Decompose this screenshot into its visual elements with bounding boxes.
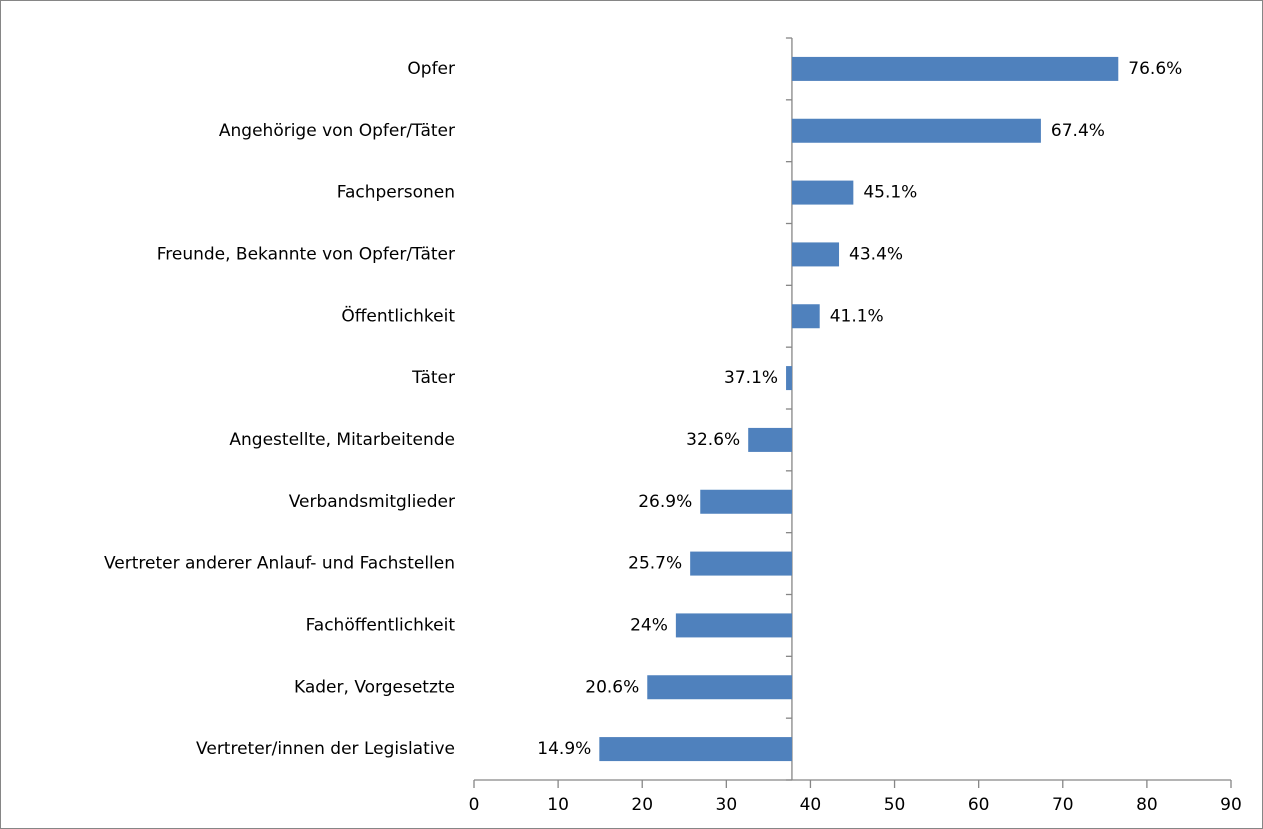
y-tick-label: Angestellte, Mitarbeitende bbox=[229, 430, 455, 450]
bar bbox=[599, 737, 792, 762]
bar bbox=[700, 489, 792, 514]
y-tick-label: Kader, Vorgesetzte bbox=[294, 677, 455, 697]
data-label: 26.9% bbox=[638, 492, 692, 512]
data-label: 43.4% bbox=[849, 244, 903, 264]
data-label: 20.6% bbox=[585, 677, 639, 697]
bar bbox=[647, 675, 792, 700]
x-tick-label: 80 bbox=[1136, 795, 1158, 815]
x-tick-label: 60 bbox=[968, 795, 990, 815]
data-label: 25.7% bbox=[628, 554, 682, 574]
y-tick-label: Fachpersonen bbox=[337, 183, 455, 203]
x-tick-label: 50 bbox=[884, 795, 906, 815]
bar bbox=[748, 427, 792, 452]
bar bbox=[791, 304, 820, 329]
x-tick-label: 20 bbox=[631, 795, 653, 815]
y-tick-label: Öffentlichkeit bbox=[341, 304, 455, 326]
y-tick-label: Täter bbox=[411, 368, 455, 388]
x-tick-label: 70 bbox=[1052, 795, 1074, 815]
data-label: 37.1% bbox=[724, 368, 778, 388]
data-label: 76.6% bbox=[1128, 59, 1182, 79]
x-tick-label: 0 bbox=[469, 795, 480, 815]
y-tick-label: Opfer bbox=[407, 59, 455, 79]
data-label: 45.1% bbox=[863, 183, 917, 203]
y-tick-label: Freunde, Bekannte von Opfer/Täter bbox=[157, 244, 455, 264]
bar bbox=[791, 242, 840, 267]
x-tick-label: 10 bbox=[547, 795, 569, 815]
bar bbox=[791, 180, 854, 205]
data-label: 67.4% bbox=[1051, 121, 1105, 141]
data-label: 24% bbox=[630, 615, 668, 635]
y-tick-label: Vertreter/innen der Legislative bbox=[196, 739, 455, 759]
x-tick-label: 40 bbox=[800, 795, 822, 815]
data-label: 32.6% bbox=[686, 430, 740, 450]
bar bbox=[690, 551, 792, 576]
x-tick-label: 30 bbox=[716, 795, 738, 815]
y-tick-label: Verbandsmitglieder bbox=[289, 492, 455, 512]
bar bbox=[791, 118, 1041, 143]
bar bbox=[791, 56, 1119, 81]
x-tick-label: 90 bbox=[1220, 795, 1242, 815]
bar bbox=[786, 366, 792, 391]
y-tick-label: Angehörige von Opfer/Täter bbox=[219, 121, 455, 141]
bar bbox=[675, 613, 792, 638]
y-tick-label: Vertreter anderer Anlauf- und Fachstelle… bbox=[104, 554, 455, 574]
y-tick-label: Fachöffentlichkeit bbox=[306, 615, 456, 635]
data-label: 14.9% bbox=[537, 739, 591, 759]
data-label: 41.1% bbox=[830, 306, 884, 326]
